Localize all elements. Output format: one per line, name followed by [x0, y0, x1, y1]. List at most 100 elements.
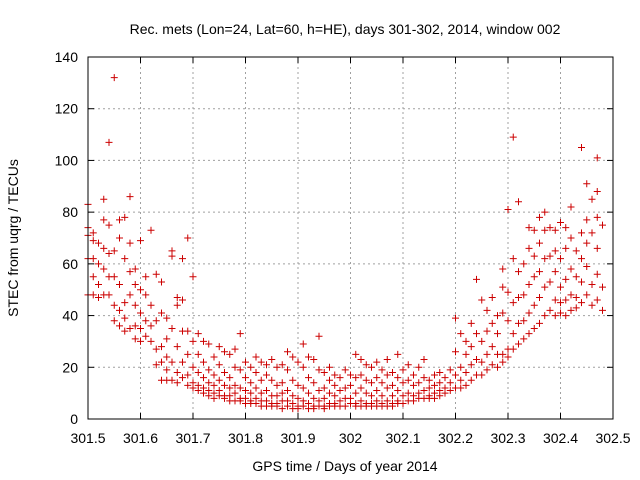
data-point [457, 330, 465, 338]
y-tick-label: 80 [62, 204, 78, 220]
data-point [205, 366, 213, 374]
data-point [116, 306, 123, 314]
data-point [341, 366, 349, 374]
data-point [320, 394, 328, 402]
data-point [95, 281, 102, 289]
data-point [341, 402, 349, 410]
data-point [100, 265, 108, 273]
y-axis-label: STEC from uqrg / TECUs [5, 159, 21, 317]
data-point [536, 213, 543, 221]
data-point [567, 203, 575, 211]
data-point [173, 343, 181, 351]
data-point [137, 337, 144, 345]
data-point [257, 389, 265, 397]
data-point [593, 244, 601, 252]
x-tick-label: 302.1 [385, 430, 420, 446]
data-point [116, 216, 123, 224]
data-point [320, 368, 328, 376]
data-point [284, 366, 291, 374]
data-point [378, 366, 386, 374]
data-point [299, 363, 307, 371]
data-point [95, 293, 102, 301]
data-point [499, 309, 507, 317]
data-point [152, 361, 160, 369]
data-point [284, 387, 291, 395]
data-point [530, 301, 538, 309]
data-point [105, 221, 113, 229]
data-point [294, 405, 302, 413]
data-point [572, 304, 580, 312]
data-point [184, 327, 192, 335]
y-tick-label: 120 [55, 101, 79, 117]
data-point [100, 195, 108, 203]
data-point [200, 358, 207, 366]
data-point [588, 281, 596, 289]
data-point [404, 361, 412, 369]
x-tick-label: 302 [339, 430, 363, 446]
data-point [362, 376, 370, 384]
data-point [147, 322, 155, 330]
data-point [467, 343, 475, 351]
data-point [373, 387, 381, 395]
data-point [404, 389, 412, 397]
data-point [89, 273, 97, 281]
data-point [158, 278, 165, 286]
data-point [457, 384, 465, 392]
data-point [247, 389, 255, 397]
data-point [578, 299, 585, 307]
data-point [515, 340, 522, 348]
data-point [536, 293, 543, 301]
data-point [341, 384, 349, 392]
data-point [557, 255, 564, 263]
data-point [231, 389, 239, 397]
data-point [326, 376, 333, 384]
data-point [368, 379, 375, 387]
data-point [210, 353, 218, 361]
data-point [110, 301, 118, 309]
data-point [121, 314, 129, 322]
data-point [551, 226, 559, 234]
data-point [215, 361, 223, 369]
data-point [95, 239, 102, 247]
data-point [173, 368, 181, 376]
data-point [142, 273, 150, 281]
data-point [110, 317, 118, 325]
data-point [273, 402, 281, 410]
data-point [499, 265, 507, 273]
data-point [121, 213, 129, 221]
data-point [399, 379, 407, 387]
x-tick-label: 302.2 [438, 430, 473, 446]
data-point [252, 384, 260, 392]
y-tick-label: 60 [62, 256, 78, 272]
data-point [268, 356, 276, 364]
data-point [562, 296, 570, 304]
data-point [399, 366, 407, 374]
data-point [205, 379, 213, 387]
data-point [467, 319, 475, 327]
data-point [389, 381, 396, 389]
data-point [126, 325, 134, 332]
data-point [116, 234, 123, 242]
data-point [572, 293, 580, 301]
data-point [557, 299, 564, 307]
data-point [247, 379, 255, 387]
data-point [383, 371, 391, 379]
data-point [420, 387, 428, 395]
data-point [126, 193, 134, 201]
data-point [588, 229, 596, 237]
data-point [257, 358, 265, 366]
data-point [578, 229, 585, 237]
data-point [236, 384, 244, 392]
data-point [278, 389, 286, 397]
data-point [131, 335, 139, 343]
data-point [551, 312, 559, 320]
data-point [373, 358, 381, 366]
data-point [567, 265, 575, 273]
data-point [163, 314, 171, 322]
data-point [116, 281, 123, 289]
data-point [95, 260, 102, 268]
data-point [583, 180, 591, 188]
data-point [546, 278, 554, 286]
data-point [599, 283, 606, 291]
data-point [478, 296, 486, 304]
